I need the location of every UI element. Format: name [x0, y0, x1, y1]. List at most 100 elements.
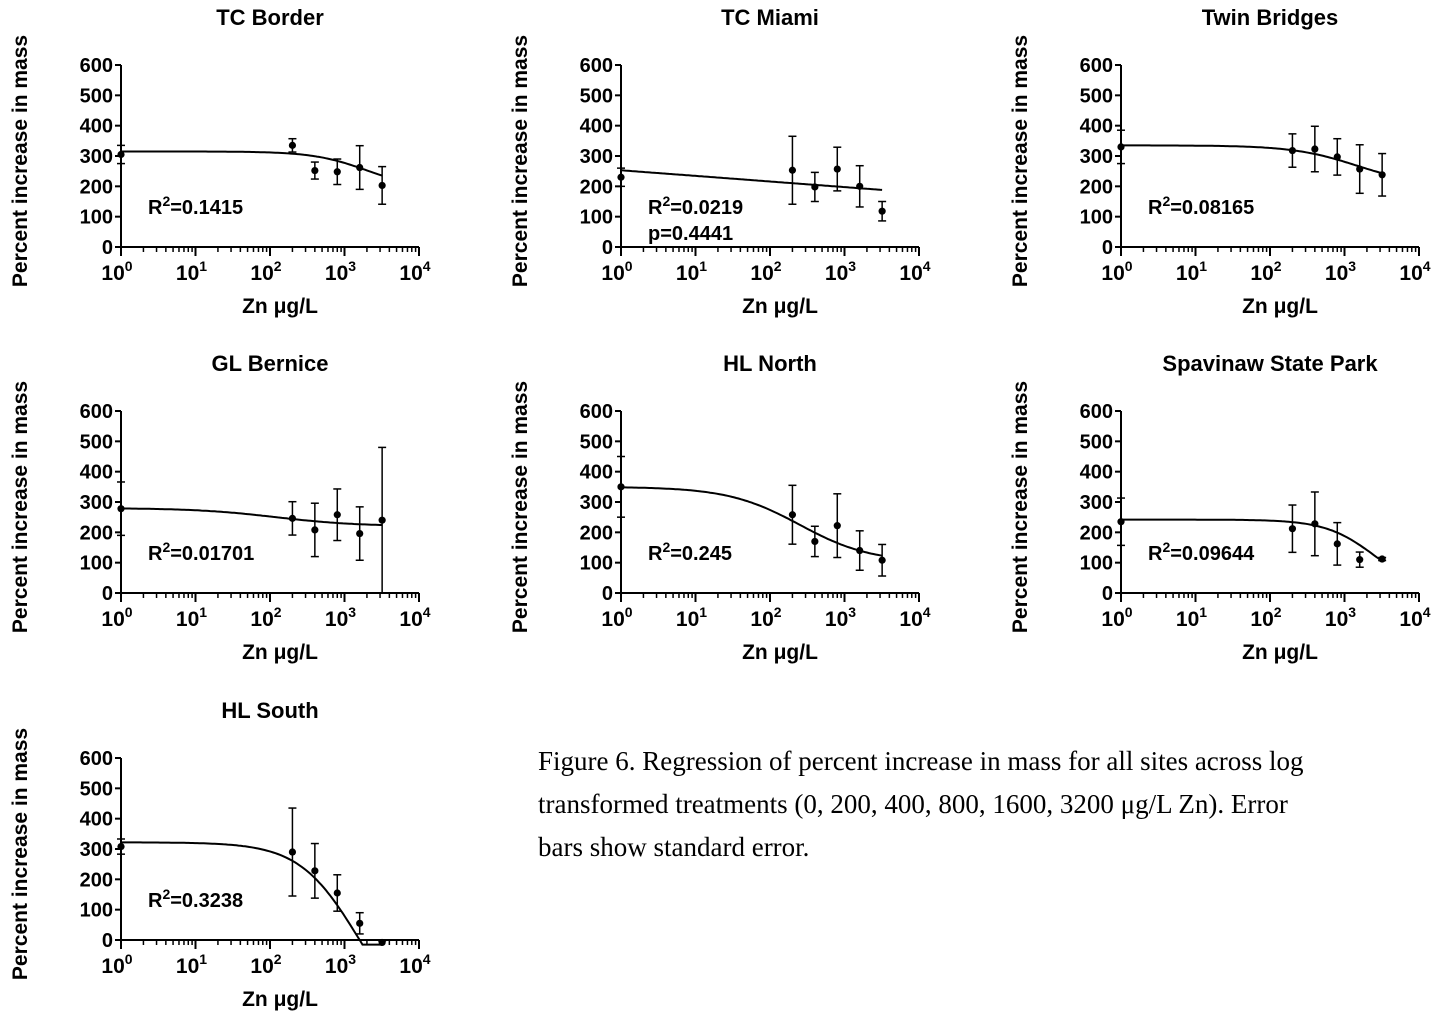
y-tick-label: 400	[1080, 462, 1113, 484]
x-tick-label: 102	[250, 951, 281, 978]
y-tick-label: 500	[80, 431, 113, 453]
x-tick-label: 100	[601, 258, 632, 285]
data-point	[333, 889, 341, 897]
x-tick-label: 103	[325, 951, 356, 978]
y-tick-label: 0	[1102, 237, 1113, 259]
x-tick-label: 103	[1325, 258, 1356, 285]
x-tick-label: 101	[1176, 258, 1207, 285]
x-tick-label: 104	[1399, 604, 1430, 631]
chart-title: TC Miami	[721, 5, 819, 30]
x-tick-label: 101	[176, 951, 207, 978]
data-point	[378, 516, 386, 524]
x-tick-label: 100	[101, 258, 132, 285]
chart-title: Twin Bridges	[1202, 5, 1339, 30]
regression-curve	[620, 169, 883, 191]
data-point	[288, 848, 297, 856]
x-tick-label: 102	[250, 604, 281, 631]
y-tick-label: 400	[580, 462, 613, 484]
x-tick-label: 100	[601, 604, 632, 631]
regression-curve	[121, 507, 383, 526]
data-point	[1378, 555, 1386, 563]
x-tick-label: 100	[1101, 604, 1132, 631]
data-point	[356, 163, 364, 172]
y-tick-label: 500	[1080, 431, 1113, 453]
chart-title: TC Border	[216, 5, 324, 30]
data-point	[333, 168, 341, 176]
chart-title: Spavinaw State Park	[1162, 351, 1378, 376]
data-point	[311, 166, 319, 175]
y-tick-label: 200	[580, 522, 613, 544]
chart-title: HL North	[723, 351, 817, 376]
data-point	[1311, 145, 1319, 153]
data-point	[1288, 146, 1297, 155]
chart-title: GL Bernice	[212, 351, 329, 376]
x-tick-label: 104	[899, 604, 930, 631]
y-tick-label: 600	[580, 55, 613, 77]
data-point	[1333, 153, 1341, 161]
y-tick-label: 400	[80, 809, 113, 831]
chart-title: HL South	[221, 698, 318, 723]
r-squared-annotation: R2=0.08165	[1148, 193, 1254, 219]
data-point	[811, 537, 819, 546]
y-tick-label: 200	[80, 522, 113, 544]
y-tick-label: 500	[580, 431, 613, 453]
x-tick-label: 103	[325, 604, 356, 631]
y-tick-label: 400	[580, 116, 613, 138]
y-tick-label: 500	[80, 778, 113, 800]
y-tick-label: 0	[602, 583, 613, 605]
data-point	[833, 165, 841, 173]
y-tick-label: 600	[1080, 401, 1113, 423]
data-point	[117, 505, 125, 513]
data-point	[1288, 525, 1297, 533]
y-axis-label: Percent increase in mass	[9, 381, 32, 633]
data-point	[288, 514, 297, 522]
x-tick-label: 101	[1176, 604, 1207, 631]
data-point	[288, 141, 297, 149]
x-axis-label: Zn μg/L	[242, 295, 318, 318]
y-axis-label: Percent increase in mass	[9, 35, 32, 287]
data-point	[1117, 143, 1125, 151]
r-squared-annotation: R2=0.09644	[1148, 539, 1255, 565]
y-tick-label: 400	[80, 462, 113, 484]
y-tick-label: 100	[1080, 207, 1113, 229]
x-tick-label: 103	[325, 258, 356, 285]
x-tick-label: 100	[101, 604, 132, 631]
caption-line-3: bars show standard error.	[538, 832, 810, 862]
y-tick-label: 200	[1080, 522, 1113, 544]
y-tick-label: 300	[80, 492, 113, 514]
data-point	[788, 166, 797, 174]
regression-curve	[121, 150, 383, 177]
y-tick-label: 300	[580, 146, 613, 168]
x-tick-label: 104	[899, 258, 930, 285]
regression-curve	[1121, 144, 1383, 175]
x-tick-label: 104	[399, 258, 430, 285]
y-tick-label: 0	[102, 237, 113, 259]
y-tick-label: 600	[80, 401, 113, 423]
figure-caption: Figure 6. Regression of percent increase…	[538, 740, 1438, 869]
data-point	[856, 182, 864, 190]
data-point	[311, 526, 319, 534]
y-tick-label: 0	[102, 930, 113, 952]
data-point	[617, 483, 625, 491]
data-point	[1356, 165, 1364, 173]
data-point	[1311, 520, 1319, 528]
data-point	[617, 173, 625, 181]
data-point	[1333, 540, 1341, 548]
x-axis-label: Zn μg/L	[1242, 295, 1318, 318]
y-tick-label: 600	[580, 401, 613, 423]
caption-line-2: transformed treatments (0, 200, 400, 800…	[538, 789, 1288, 819]
y-tick-label: 500	[80, 85, 113, 107]
data-point	[117, 150, 125, 159]
r-squared-annotation: R2=0.1415	[148, 193, 243, 219]
regression-curve	[121, 841, 383, 946]
y-axis-label: Percent increase in mass	[1009, 35, 1032, 287]
y-tick-label: 300	[1080, 492, 1113, 514]
data-point	[356, 529, 364, 538]
x-tick-label: 103	[825, 258, 856, 285]
x-tick-label: 101	[676, 258, 707, 285]
